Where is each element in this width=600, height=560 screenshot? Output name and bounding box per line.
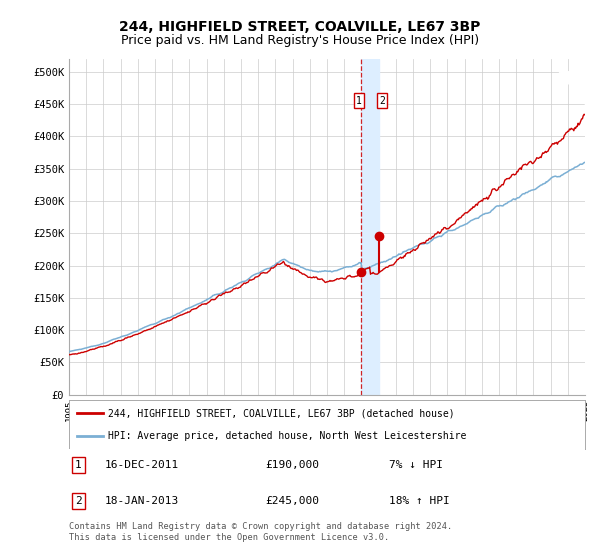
Text: 18% ↑ HPI: 18% ↑ HPI (389, 496, 449, 506)
Text: 1: 1 (75, 460, 82, 470)
Polygon shape (559, 72, 585, 104)
Text: HPI: Average price, detached house, North West Leicestershire: HPI: Average price, detached house, Nort… (108, 431, 466, 441)
Text: 7% ↓ HPI: 7% ↓ HPI (389, 460, 443, 470)
Text: 2: 2 (75, 496, 82, 506)
Text: Contains HM Land Registry data © Crown copyright and database right 2024.
This d: Contains HM Land Registry data © Crown c… (69, 522, 452, 542)
Text: 244, HIGHFIELD STREET, COALVILLE, LE67 3BP (detached house): 244, HIGHFIELD STREET, COALVILLE, LE67 3… (108, 408, 454, 418)
Text: Price paid vs. HM Land Registry's House Price Index (HPI): Price paid vs. HM Land Registry's House … (121, 34, 479, 46)
Text: 244, HIGHFIELD STREET, COALVILLE, LE67 3BP: 244, HIGHFIELD STREET, COALVILLE, LE67 3… (119, 20, 481, 34)
Text: 1: 1 (356, 96, 362, 106)
Bar (361, 59, 379, 395)
Text: 18-JAN-2013: 18-JAN-2013 (105, 496, 179, 506)
Text: 2: 2 (379, 96, 385, 106)
Text: £245,000: £245,000 (265, 496, 319, 506)
Text: £190,000: £190,000 (265, 460, 319, 470)
Text: 16-DEC-2011: 16-DEC-2011 (105, 460, 179, 470)
